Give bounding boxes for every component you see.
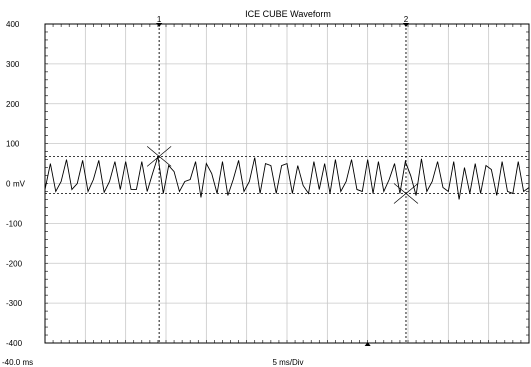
cursor-marker (402, 23, 409, 27)
x-scale-label: 5 ms/Div (272, 358, 303, 367)
waveform-trace (44, 156, 530, 200)
cursor-crosshair (146, 146, 172, 167)
cursor-marker (156, 23, 163, 27)
chart-title: ICE CUBE Waveform (245, 9, 331, 19)
y-tick-label: 0 (6, 180, 11, 189)
reference-levels (45, 155, 529, 194)
y-tick-label: -200 (6, 259, 23, 268)
y-tick-label: 300 (6, 60, 20, 69)
y-tick-label: -300 (6, 299, 23, 308)
y-tick-label: 200 (6, 100, 20, 109)
plot-grid (44, 23, 530, 344)
y-axis-ticks: 400 300 200 100 0 mV -100 -200 -300 -400 (6, 20, 530, 348)
y-unit-label: mV (13, 180, 26, 189)
cursor-crosshair (393, 183, 419, 204)
y-tick-label: 400 (6, 20, 20, 29)
y-tick-label: -100 (6, 219, 23, 228)
y-tick-label: 100 (6, 140, 20, 149)
trigger-marker (364, 342, 371, 346)
cursor-label: 1 (157, 15, 162, 24)
cursor-label: 2 (404, 15, 409, 24)
y-tick-label: -400 (6, 339, 23, 348)
x-start-label: -40.0 ms (2, 358, 33, 367)
